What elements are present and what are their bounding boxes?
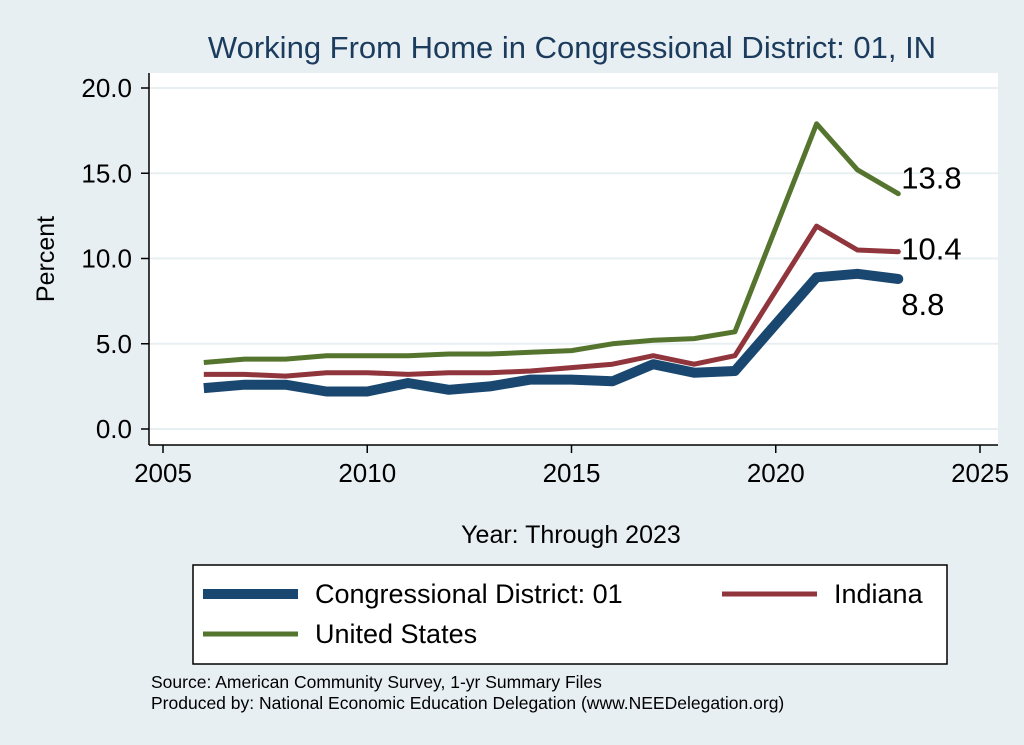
legend-box <box>192 564 948 665</box>
y-tick-label: 10.0 <box>81 244 132 274</box>
end-labels: 13.8 10.4 8.8 <box>901 161 961 322</box>
x-tick-label: 2025 <box>951 458 1009 488</box>
source-line: Source: American Community Survey, 1-yr … <box>151 672 602 692</box>
y-axis-title: Percent <box>32 216 60 302</box>
produced-by-line: Produced by: National Economic Education… <box>151 693 784 713</box>
series-end-point <box>895 249 901 255</box>
legend-label: United States <box>315 619 477 649</box>
chart-title: Working From Home in Congressional Distr… <box>208 30 936 65</box>
end-value-label: 8.8 <box>901 287 944 322</box>
x-tick-label: 2005 <box>134 458 192 488</box>
legend-label: Congressional District: 01 <box>315 579 623 609</box>
x-tick-label: 2010 <box>338 458 396 488</box>
grid-lines <box>149 87 998 430</box>
end-value-label: 13.8 <box>901 161 961 196</box>
source-notes: Source: American Community Survey, 1-yr … <box>151 672 784 713</box>
y-tick-label: 20.0 <box>81 73 132 103</box>
y-tick-label: 0.0 <box>96 414 132 444</box>
series-line-2 <box>203 121 900 365</box>
x-axis-title: Year: Through 2023 <box>461 521 681 549</box>
end-value-label: 10.4 <box>901 232 961 267</box>
series-end-point <box>893 273 904 284</box>
legend-label: Indiana <box>834 579 924 609</box>
series-line-0 <box>203 268 899 397</box>
legend: Congressional District: 01 Indiana United … <box>192 564 948 665</box>
y-tick-label: 5.0 <box>96 329 132 359</box>
x-tick-label: 2020 <box>747 458 805 488</box>
axes: 0.0 5.0 10.0 15.0 20.0 2005 2010 2015 2020 2025 <box>81 73 1009 488</box>
x-tick-label: 2015 <box>543 458 601 488</box>
y-tick-label: 15.0 <box>81 158 132 188</box>
series-end-point <box>895 191 901 197</box>
series-lines <box>203 121 904 397</box>
series-line-1 <box>203 223 899 379</box>
